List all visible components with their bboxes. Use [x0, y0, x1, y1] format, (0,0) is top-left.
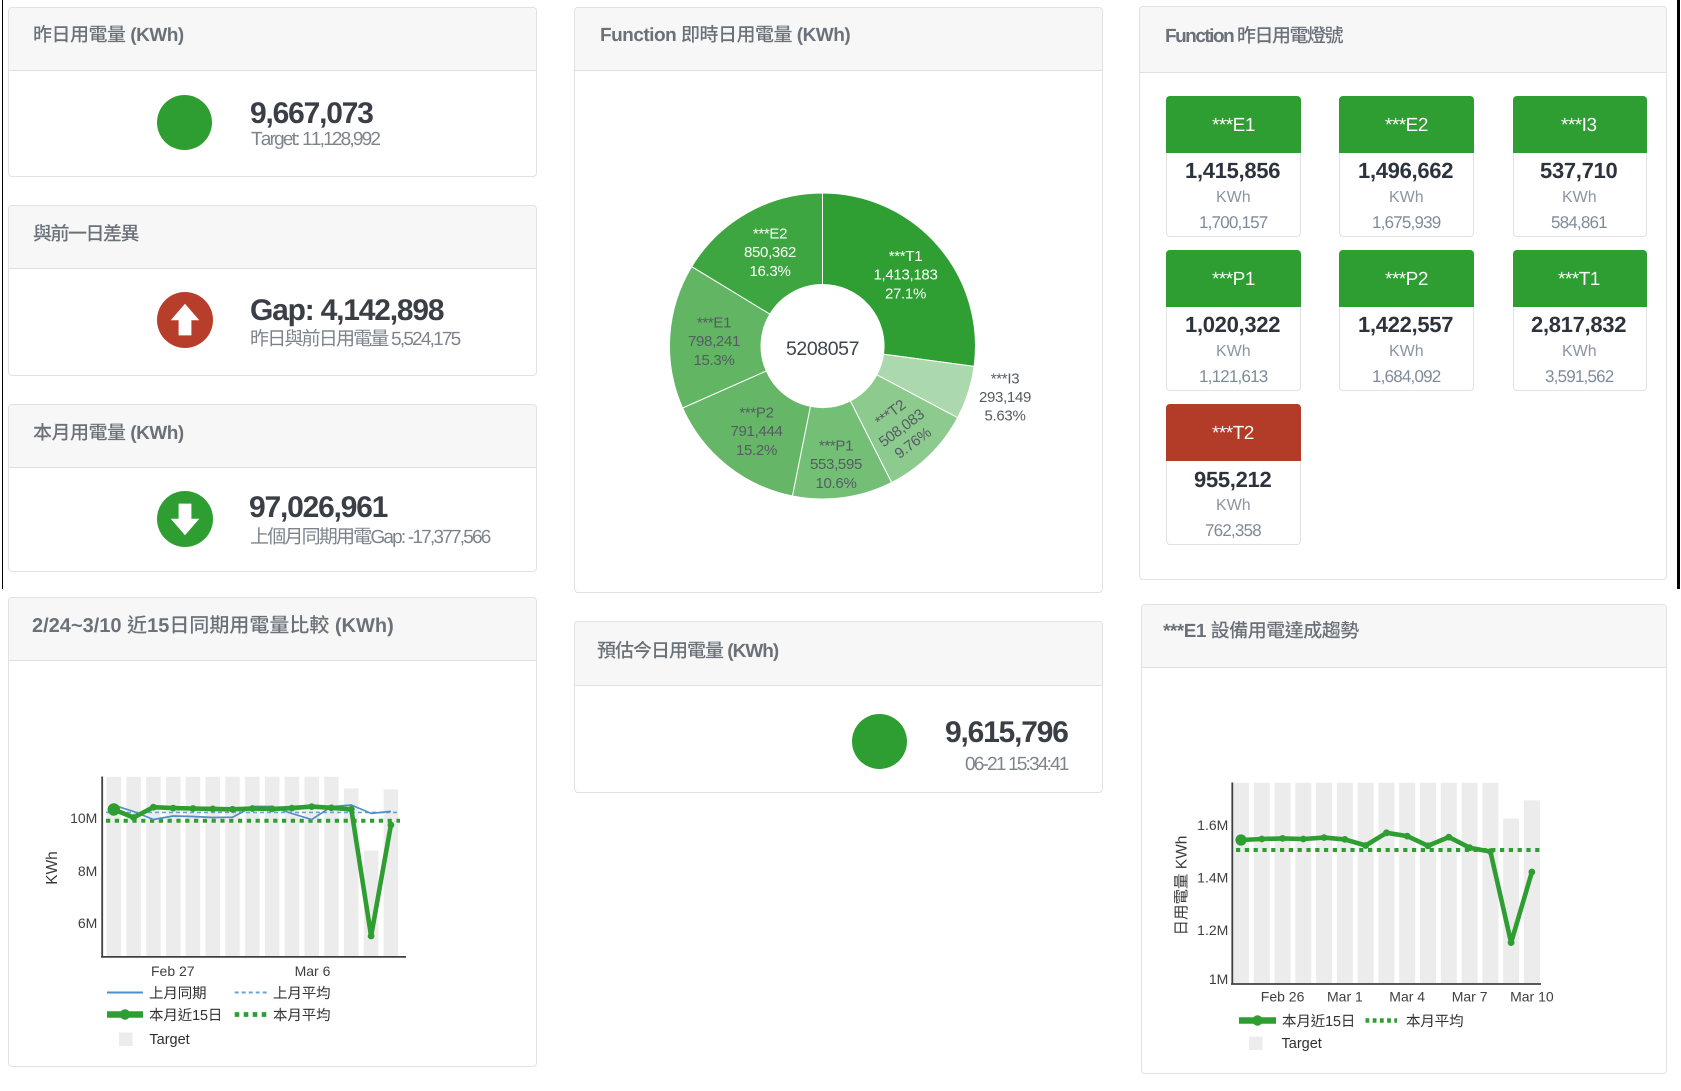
svg-text:6M: 6M [78, 915, 97, 931]
svg-text:10M: 10M [70, 810, 97, 826]
svg-text:10.6%: 10.6% [815, 475, 856, 492]
svg-text:553,595: 553,595 [810, 456, 862, 473]
svg-text:***E2: ***E2 [753, 226, 787, 243]
svg-text:8M: 8M [78, 863, 97, 879]
svg-text:791,444: 791,444 [730, 423, 782, 440]
svg-text:Target: Target [1282, 1036, 1322, 1052]
svg-text:5.63%: 5.63% [984, 408, 1025, 425]
svg-text:***I3: ***I3 [991, 370, 1020, 387]
svg-text:Mar 6: Mar 6 [295, 963, 331, 979]
svg-text:Feb 26: Feb 26 [1261, 989, 1305, 1005]
svg-text:Mar 10: Mar 10 [1510, 989, 1554, 1005]
svg-text:Target: Target [149, 1032, 189, 1048]
svg-text:15.3%: 15.3% [693, 352, 734, 369]
svg-text:15.2%: 15.2% [736, 442, 777, 459]
svg-text:27.1%: 27.1% [885, 285, 926, 302]
svg-text:Feb 27: Feb 27 [151, 963, 195, 979]
svg-text:Mar 7: Mar 7 [1452, 989, 1488, 1005]
svg-text:Mar 4: Mar 4 [1389, 989, 1425, 1005]
svg-text:1.2M: 1.2M [1197, 922, 1228, 938]
svg-text:1.6M: 1.6M [1197, 817, 1228, 833]
svg-text:1,413,183: 1,413,183 [873, 267, 937, 284]
svg-text:KWh: KWh [44, 851, 61, 885]
svg-text:293,149: 293,149 [979, 389, 1031, 406]
svg-text:***P2: ***P2 [739, 405, 773, 422]
svg-text:16.3%: 16.3% [749, 263, 790, 280]
svg-text:1.4M: 1.4M [1197, 869, 1228, 885]
svg-text:***E1: ***E1 [697, 315, 731, 332]
svg-text:1M: 1M [1209, 971, 1228, 987]
svg-text:***P1: ***P1 [819, 438, 853, 455]
svg-text:798,241: 798,241 [688, 333, 740, 350]
svg-text:***T1: ***T1 [889, 248, 923, 265]
svg-text:5208057: 5208057 [786, 338, 859, 360]
svg-text:Mar 1: Mar 1 [1327, 989, 1363, 1005]
svg-text:850,362: 850,362 [744, 244, 796, 261]
